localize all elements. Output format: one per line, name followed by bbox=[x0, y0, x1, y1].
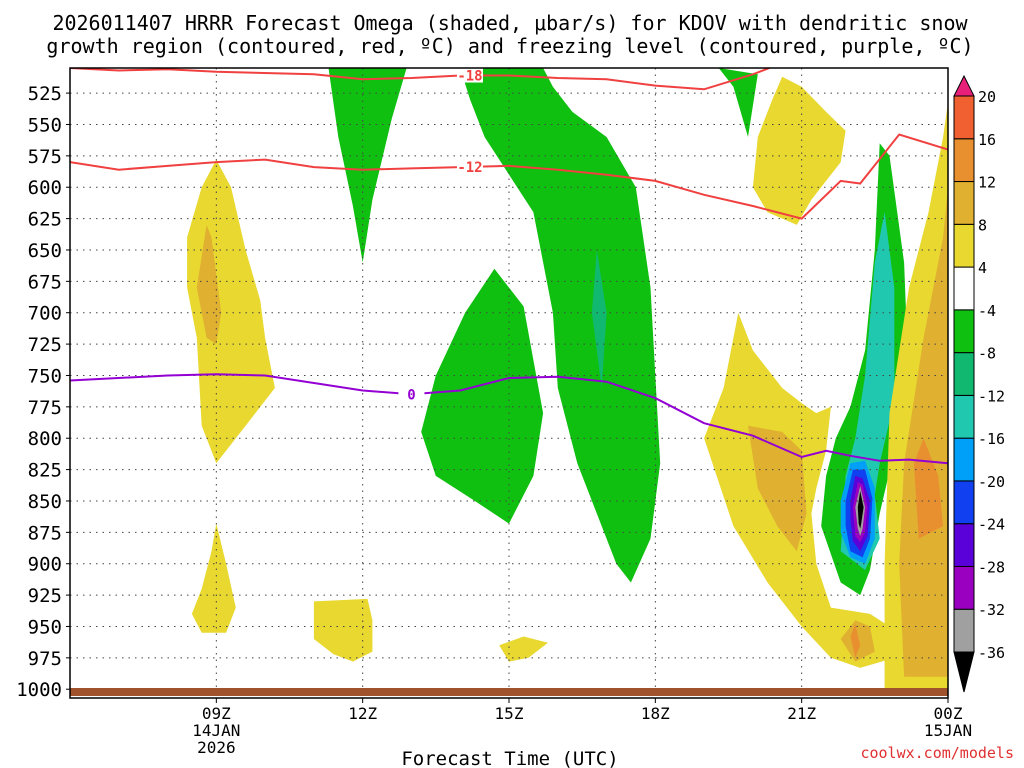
x-tick-date-15JAN: 15JAN bbox=[924, 721, 972, 740]
colorbar-label--12: -12 bbox=[978, 387, 1005, 405]
credit-link[interactable]: coolwx.com/models bbox=[860, 744, 1014, 762]
x-tick-date-14JAN: 14JAN bbox=[192, 721, 240, 740]
colorbar-swatch bbox=[953, 352, 975, 396]
omega-region-down-2100-orange bbox=[748, 425, 807, 552]
omega-region-up-1500-lobe bbox=[421, 268, 544, 524]
y-tick-label-575: 575 bbox=[28, 146, 62, 168]
colorbar-label--8: -8 bbox=[978, 345, 996, 363]
omega-region-down-0000-orange bbox=[899, 187, 948, 677]
omega-region-down-1230-blob bbox=[313, 598, 373, 662]
y-tick-label-975: 975 bbox=[28, 648, 62, 670]
x-tick-label-12Z: 12Z bbox=[348, 704, 377, 723]
y-tick-label-675: 675 bbox=[28, 271, 62, 293]
y-tick-label-900: 900 bbox=[28, 554, 62, 576]
y-tick-label-550: 550 bbox=[28, 114, 62, 136]
omega-region-down-0800-core bbox=[196, 224, 222, 345]
omega-region-down-0000-deep bbox=[913, 438, 944, 539]
y-tick-label-600: 600 bbox=[28, 177, 62, 199]
colorbar-label--32: -32 bbox=[978, 601, 1005, 619]
colorbar-swatch bbox=[953, 437, 975, 482]
omega-region-up-2300-black bbox=[857, 490, 864, 529]
omega-region-up-0700-a bbox=[328, 68, 407, 263]
x-tick-label-00Z: 00Z bbox=[934, 704, 963, 723]
x-axis-title: Forecast Time (UTC) bbox=[401, 748, 618, 768]
plot-area: -18 -12 0 bbox=[69, 67, 949, 699]
chart-title-line2: growth region (contoured, red, ºC) and f… bbox=[46, 34, 973, 58]
colorbar-swatch bbox=[953, 138, 975, 183]
colorbar-swatch bbox=[953, 181, 975, 225]
x-tick-label-18Z: 18Z bbox=[641, 704, 670, 723]
contour-label-freezing-level: 0 bbox=[407, 387, 415, 403]
y-tick-label-525: 525 bbox=[28, 83, 62, 105]
colorbar-swatch bbox=[953, 394, 975, 439]
y-tick-label-750: 750 bbox=[28, 365, 62, 387]
colorbar: 20 16 12 8 4 -4 -8 -12 -16 -20 -24 -28 -32 -36 bbox=[953, 74, 1005, 693]
colorbar-max-arrow bbox=[953, 74, 975, 97]
y-tick-label-800: 800 bbox=[28, 428, 62, 450]
omega-region-up-2000-spike bbox=[718, 68, 758, 137]
colorbar-swatch bbox=[953, 223, 975, 268]
contour-temp-minus-18 bbox=[70, 68, 773, 91]
colorbar-label-16: 16 bbox=[978, 131, 996, 149]
contour-temp-minus-12 bbox=[70, 133, 948, 220]
omega-region-down-2300-low-deep bbox=[850, 624, 861, 658]
colorbar-label-20: 20 bbox=[978, 88, 996, 106]
y-tick-label-850: 850 bbox=[28, 491, 62, 513]
colorbar-min-arrow bbox=[953, 651, 975, 693]
y-tick-label-725: 725 bbox=[28, 334, 62, 356]
omega-region-down-0900-low bbox=[191, 523, 236, 633]
y-tick-label-925: 925 bbox=[28, 585, 62, 607]
colorbar-label-4: 4 bbox=[978, 259, 987, 277]
x-tick-label-15Z: 15Z bbox=[495, 704, 524, 723]
colorbar-label--4: -4 bbox=[978, 302, 996, 320]
colorbar-swatch bbox=[953, 608, 975, 653]
colorbar-swatch bbox=[953, 95, 975, 140]
colorbar-swatch bbox=[953, 480, 975, 525]
contour-label-temp-minus-12: -12 bbox=[457, 160, 482, 176]
y-tick-label-950: 950 bbox=[28, 616, 62, 638]
y-tick-label-825: 825 bbox=[28, 460, 62, 482]
colorbar-label--20: -20 bbox=[978, 473, 1005, 491]
y-axis: 525 550 575 600 625 650 675 700 725 750 775 800 825 8… bbox=[16, 83, 70, 701]
colorbar-swatch bbox=[953, 309, 975, 354]
y-tick-label-650: 650 bbox=[28, 240, 62, 262]
colorbar-swatch bbox=[953, 266, 975, 311]
x-tick-label-21Z: 21Z bbox=[787, 704, 816, 723]
omega-region-down-2100-upper bbox=[752, 76, 846, 225]
omega-region-up-1600-band bbox=[460, 68, 661, 583]
y-tick-label-875: 875 bbox=[28, 522, 62, 544]
colorbar-label-12: 12 bbox=[978, 174, 996, 192]
x-tick-year: 2026 bbox=[197, 738, 236, 757]
y-tick-label-700: 700 bbox=[28, 303, 62, 325]
colorbar-label--16: -16 bbox=[978, 430, 1005, 448]
y-tick-label-625: 625 bbox=[28, 209, 62, 231]
y-tick-label-775: 775 bbox=[28, 397, 62, 419]
contour-lines: -18 -12 0 bbox=[70, 68, 948, 465]
colorbar-label--24: -24 bbox=[978, 516, 1005, 534]
x-tick-label-09Z: 09Z bbox=[202, 704, 231, 723]
omega-region-up-1600-core bbox=[591, 250, 607, 388]
colorbar-label--36: -36 bbox=[978, 644, 1005, 662]
colorbar-label-8: 8 bbox=[978, 216, 987, 234]
y-tick-label-1000: 1000 bbox=[16, 679, 62, 701]
contour-label-temp-minus-18: -18 bbox=[457, 69, 482, 85]
colorbar-swatch bbox=[953, 565, 975, 610]
contour-label-bg bbox=[398, 387, 425, 402]
omega-region-down-1530-sliver bbox=[499, 636, 548, 662]
contour-label-bg bbox=[456, 159, 483, 174]
ground-strip bbox=[70, 688, 948, 696]
omega-shading bbox=[187, 68, 948, 690]
colorbar-swatch bbox=[953, 523, 975, 567]
chart-title-line1: 2026011407 HRRR Forecast Omega (shaded, … bbox=[52, 11, 968, 35]
contour-label-bg bbox=[456, 68, 483, 83]
contour-freezing-level bbox=[70, 373, 948, 465]
colorbar-label--28: -28 bbox=[978, 558, 1005, 576]
